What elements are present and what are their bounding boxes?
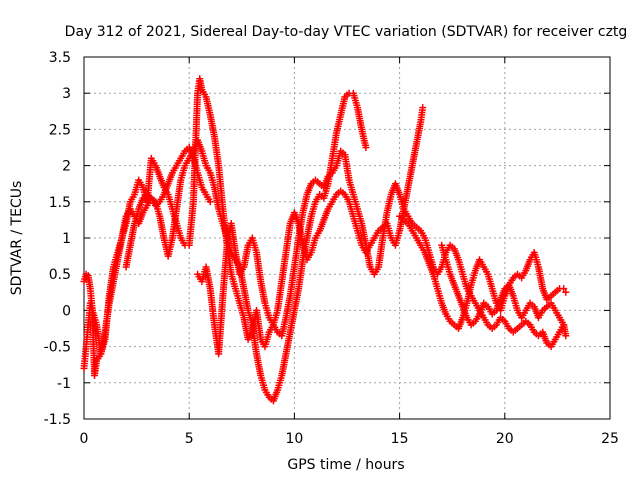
y-tick-label: -0.5 [44, 340, 71, 356]
x-tick-label: 10 [285, 431, 303, 447]
tick-marks [83, 56, 611, 420]
y-tick-label: -1 [57, 376, 71, 392]
data-point [206, 198, 214, 206]
y-tick-label: 3 [62, 86, 71, 102]
data-point [560, 321, 568, 329]
x-axis-label: GPS time / hours [287, 457, 404, 473]
tick-labels: 0 5 10 15 20 25 -1.5 -1 -0.5 0 0.5 1 1.5 2 2.5 3 3.5 [44, 50, 619, 447]
x-tick-label: 15 [391, 431, 409, 447]
data-point [562, 332, 570, 340]
y-tick-label: 0.5 [49, 267, 71, 283]
y-tick-label: 1 [62, 231, 71, 247]
y-tick-label: 2 [62, 159, 71, 175]
y-axis-label: SDTVAR / TECUs [9, 181, 25, 296]
x-tick-label: 25 [601, 431, 619, 447]
x-tick-label: 5 [185, 431, 194, 447]
y-tick-label: -1.5 [44, 412, 71, 428]
y-tick-label: 2.5 [49, 122, 71, 138]
data-point [419, 104, 427, 112]
data-point [362, 144, 370, 151]
y-tick-label: 0 [62, 303, 71, 319]
chart-title: Day 312 of 2021, Sidereal Day-to-day VTE… [65, 24, 628, 40]
data-point [560, 285, 568, 293]
data-series [80, 75, 570, 405]
x-tick-label: 0 [80, 431, 89, 447]
series-satellite-track-c [194, 104, 427, 358]
data-point [562, 288, 570, 296]
y-tick-label: 3.5 [49, 50, 71, 66]
series-satellite-track-f [438, 241, 568, 329]
x-tick-label: 20 [496, 431, 514, 447]
y-tick-label: 1.5 [49, 195, 71, 211]
series-satellite-track-e [122, 144, 214, 271]
